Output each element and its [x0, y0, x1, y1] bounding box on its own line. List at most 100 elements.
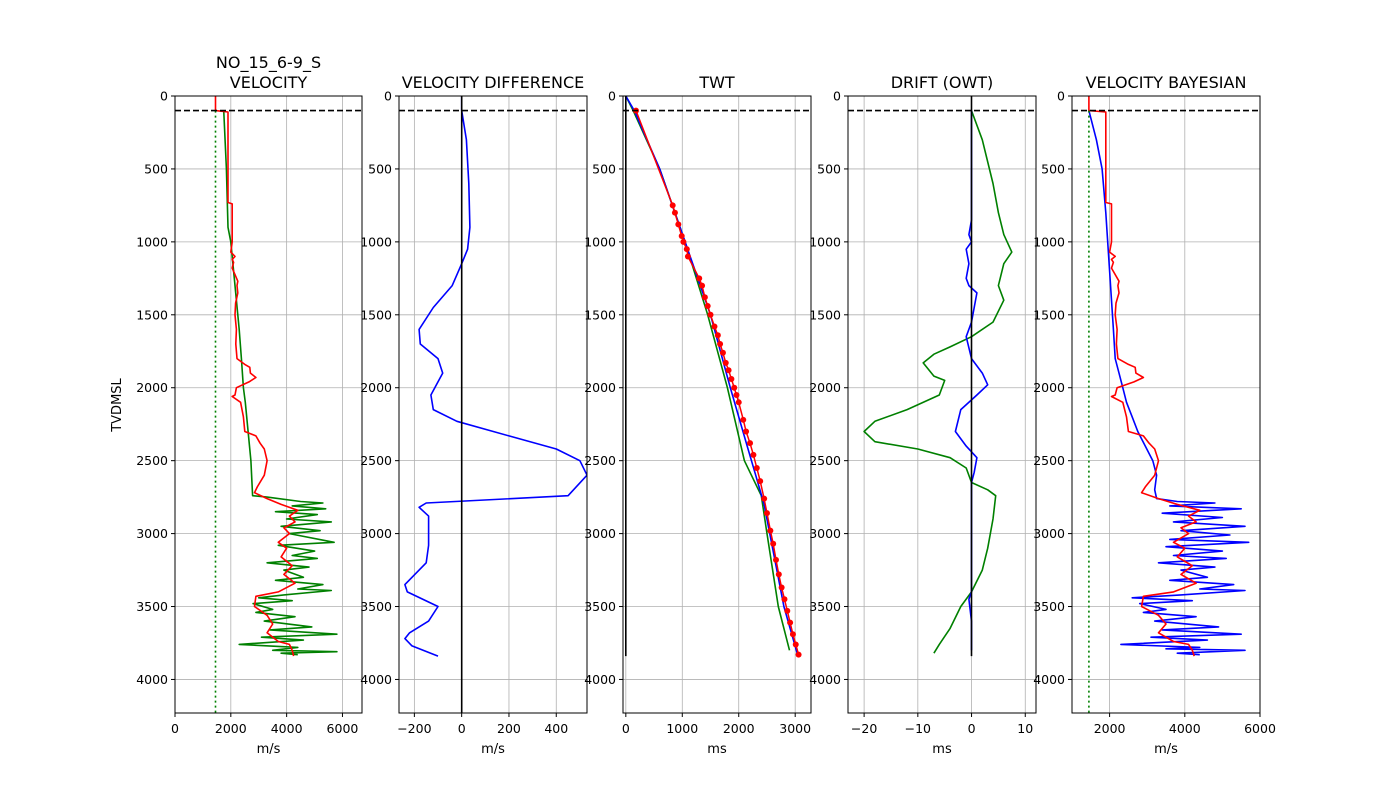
y-tick-label: 1500 — [809, 307, 841, 322]
y-tick-label: 500 — [1041, 161, 1065, 176]
series-line-1 — [1088, 110, 1250, 656]
data-point — [684, 253, 691, 260]
axes-frame — [174, 95, 363, 714]
y-tick-label: 2000 — [360, 380, 392, 395]
y-tick-label: 4000 — [136, 672, 168, 687]
data-point — [675, 221, 682, 228]
series-line-1 — [404, 96, 587, 657]
y-tick-label: 2000 — [809, 380, 841, 395]
series-line-1 — [625, 96, 791, 651]
panel-title: TWT — [698, 73, 735, 92]
figure-y-axis-label: TVDMSL — [110, 377, 125, 432]
x-tick-label: −20 — [851, 721, 877, 736]
data-point — [775, 571, 782, 578]
x-tick-label: 6000 — [1244, 721, 1276, 736]
y-tick-label: 500 — [368, 161, 392, 176]
y-tick-label: 3000 — [136, 526, 168, 541]
y-tick-label: 3000 — [584, 526, 616, 541]
axes-frame — [398, 95, 588, 714]
x-tick-label: 4000 — [1169, 721, 1201, 736]
y-tick-label: 0 — [384, 89, 392, 104]
x-tick-label: 1000 — [666, 721, 698, 736]
x-tick-label: 0 — [968, 721, 976, 736]
y-tick-label: 3500 — [1033, 599, 1065, 614]
y-tick-label: 1000 — [584, 234, 616, 249]
x-axis-label: ms — [707, 742, 727, 757]
data-point — [763, 510, 770, 517]
x-tick-label: −10 — [905, 721, 931, 736]
x-axis-label: m/s — [257, 742, 281, 757]
data-point — [761, 495, 768, 502]
data-point — [701, 294, 708, 301]
x-axis-label: m/s — [1154, 742, 1178, 757]
data-point — [722, 359, 729, 366]
x-tick-label: 2000 — [1094, 721, 1126, 736]
series-line-1 — [223, 111, 338, 656]
x-tick-label: 0 — [171, 721, 179, 736]
plot-area — [623, 96, 811, 658]
data-point — [731, 384, 738, 391]
x-tick-label: 6000 — [327, 721, 359, 736]
data-point — [711, 323, 718, 330]
data-point — [770, 540, 777, 547]
y-tick-label: 2500 — [809, 453, 841, 468]
plot-area — [399, 96, 587, 713]
y-tick-label: 1500 — [360, 307, 392, 322]
y-tick-label: 2000 — [136, 380, 168, 395]
chart-panel-4: −20 −10 0 10 0 500 1000 1500 2000 2500 3000 3500 400… — [809, 73, 1037, 757]
x-tick-label: 10 — [1017, 721, 1033, 736]
y-tick-label: 3000 — [1033, 526, 1065, 541]
data-point — [767, 527, 774, 534]
data-point — [789, 631, 796, 638]
panel-title: VELOCITY BAYESIAN — [1086, 73, 1247, 92]
chart-panel-5: 2000 4000 6000 0 500 1000 1500 2000 2500 3000 3500… — [1033, 73, 1276, 757]
data-point — [743, 428, 750, 435]
axes-frame — [622, 95, 812, 714]
data-point — [792, 641, 799, 648]
y-tick-label: 2000 — [584, 380, 616, 395]
y-tick-label: 500 — [144, 161, 168, 176]
y-tick-label: 3500 — [136, 599, 168, 614]
x-tick-label: 3000 — [779, 721, 811, 736]
data-point — [740, 416, 747, 423]
y-tick-label: 1500 — [584, 307, 616, 322]
data-point — [714, 332, 721, 339]
series-line-3 — [635, 110, 800, 655]
x-axis-label: m/s — [481, 742, 505, 757]
panel-title: DRIFT (OWT) — [891, 73, 994, 92]
y-tick-label: 500 — [592, 161, 616, 176]
y-tick-label: 1000 — [360, 234, 392, 249]
data-point — [747, 440, 754, 447]
series-line-2 — [1088, 96, 1201, 657]
y-tick-label: 0 — [160, 89, 168, 104]
data-point — [733, 392, 740, 399]
y-tick-label: 2000 — [1033, 380, 1065, 395]
y-tick-label: 1000 — [809, 234, 841, 249]
plot-area — [175, 96, 362, 713]
x-tick-label: 0 — [458, 721, 466, 736]
data-point — [772, 556, 779, 563]
data-point — [704, 303, 711, 310]
data-point — [781, 596, 788, 603]
y-tick-label: 3500 — [584, 599, 616, 614]
y-tick-label: 4000 — [809, 672, 841, 687]
panel-title: VELOCITY — [230, 73, 308, 92]
data-point — [680, 238, 687, 245]
data-point — [787, 619, 794, 626]
chart-panel-2: −200 0 200 40005001000150020002500300035004… — [360, 73, 588, 757]
series-line-1 — [863, 110, 1013, 654]
x-tick-label: 200 — [497, 721, 521, 736]
y-tick-label: 3000 — [809, 526, 841, 541]
y-tick-label: 1500 — [136, 307, 168, 322]
data-point — [735, 399, 742, 406]
data-point — [669, 202, 676, 209]
data-point — [719, 349, 726, 356]
y-tick-label: 2500 — [360, 453, 392, 468]
y-tick-label: 1000 — [136, 234, 168, 249]
data-point — [671, 209, 678, 216]
data-point — [725, 367, 732, 374]
data-point — [784, 607, 791, 614]
data-point — [683, 246, 690, 253]
y-tick-label: 2500 — [136, 453, 168, 468]
